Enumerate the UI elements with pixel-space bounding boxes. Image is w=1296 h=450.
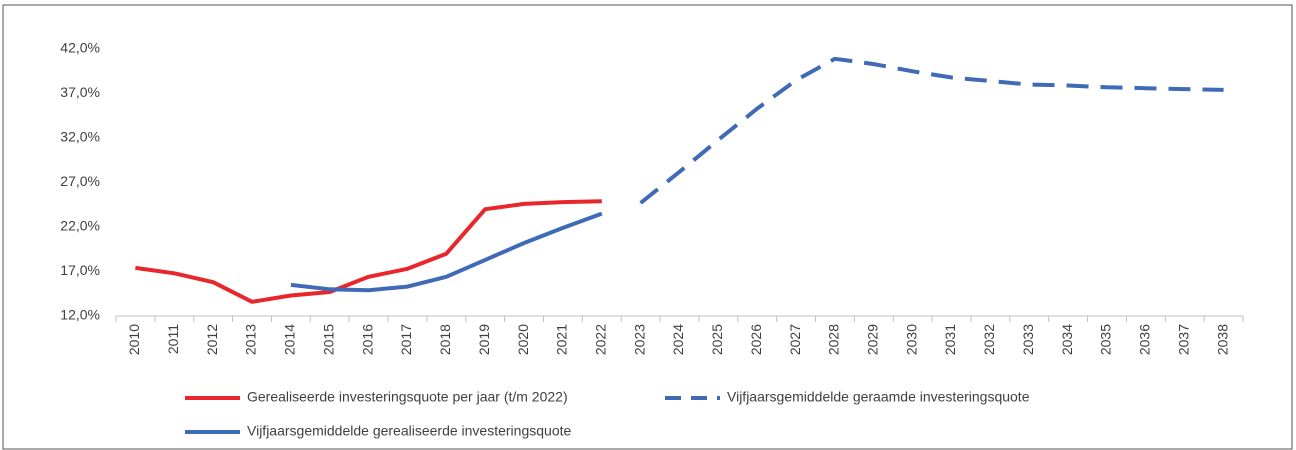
x-tick-label: 2029 — [865, 324, 881, 355]
x-tick-label: 2028 — [826, 324, 842, 355]
x-tick-label: 2024 — [670, 324, 686, 355]
x-tick-label: 2020 — [515, 324, 531, 355]
chart-frame — [2, 4, 1293, 450]
y-tick-label: 37,0% — [60, 84, 100, 100]
x-tick-label: 2036 — [1137, 324, 1153, 355]
x-tick-label: 2011 — [165, 324, 181, 354]
y-tick-label: 27,0% — [60, 173, 100, 189]
x-tick-label: 2034 — [1059, 324, 1075, 355]
y-tick-label: 12,0% — [60, 307, 100, 323]
x-tick-label: 2023 — [631, 324, 647, 355]
y-tick-label: 32,0% — [60, 129, 100, 145]
x-tick-label: 2035 — [1098, 324, 1114, 355]
legend-label: Vijfjaarsgemiddelde geraamde investering… — [727, 389, 1030, 405]
x-tick-label: 2013 — [243, 324, 259, 355]
x-tick-label: 2019 — [476, 324, 492, 355]
x-tick-label: 2027 — [787, 324, 803, 355]
x-tick-label: 2030 — [903, 324, 919, 355]
y-tick-label: 22,0% — [60, 218, 100, 234]
x-tick-label: 2016 — [359, 324, 375, 355]
x-tick-label: 2032 — [981, 324, 997, 355]
x-tick-label: 2010 — [126, 324, 142, 355]
line-series — [135, 199, 602, 304]
x-tick-label: 2031 — [942, 324, 958, 355]
y-tick-label: 17,0% — [60, 262, 100, 278]
x-tick-label: 2014 — [282, 324, 298, 355]
x-tick-label: 2017 — [398, 324, 414, 355]
x-tick-label: 2033 — [1020, 324, 1036, 355]
x-tick-label: 2015 — [320, 324, 336, 355]
legend-label: Vijfjaarsgemiddelde gerealiseerde invest… — [247, 423, 571, 439]
y-tick-label: 42,0% — [60, 40, 100, 56]
legend-label: Gerealiseerde investeringsquote per jaar… — [247, 389, 568, 405]
line-series — [290, 211, 603, 293]
x-tick-label: 2038 — [1214, 324, 1230, 355]
x-tick-label: 2018 — [437, 324, 453, 355]
line-series — [639, 56, 1224, 205]
x-tick-label: 2037 — [1175, 324, 1191, 355]
x-tick-label: 2012 — [204, 324, 220, 355]
x-tick-label: 2022 — [592, 324, 608, 355]
x-tick-label: 2025 — [709, 324, 725, 355]
x-tick-label: 2026 — [748, 324, 764, 355]
x-tick-label: 2021 — [554, 324, 570, 355]
